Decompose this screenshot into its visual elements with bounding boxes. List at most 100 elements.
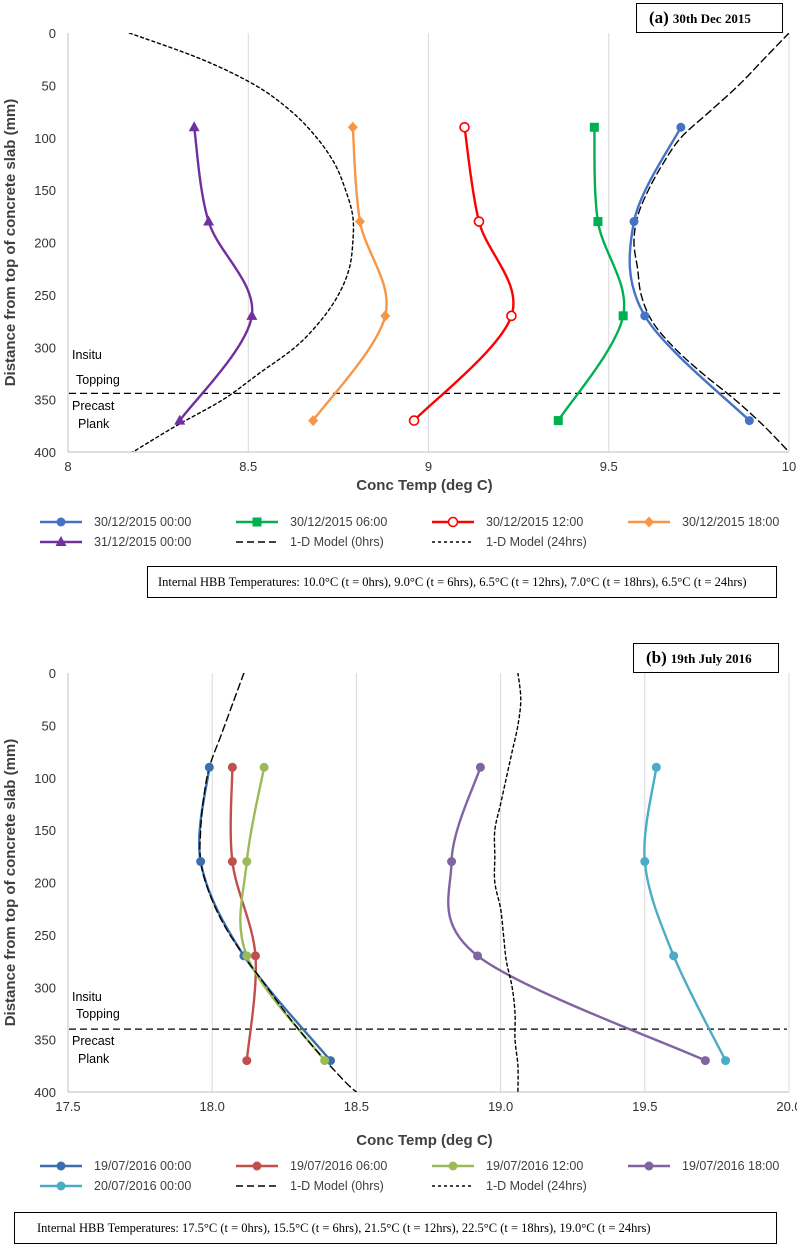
chart-a-y-tick-label: 400 xyxy=(34,445,56,460)
chart-a-legend-marker xyxy=(252,517,262,527)
chart-b-y-axis-title: Distance from top of concrete slab (mm) xyxy=(2,739,19,1027)
panel-a-label: (a) xyxy=(649,8,669,27)
chart-a-series-2-point xyxy=(473,216,485,227)
chart-b-series-3-point xyxy=(447,857,457,867)
chart-b-legend-marker xyxy=(56,1181,66,1191)
chart-a-series-3-point xyxy=(308,415,319,427)
chart-a-x-tick-label: 9.5 xyxy=(600,459,618,474)
chart-a-legend-label: 30/12/2015 06:00 xyxy=(290,515,387,529)
chart-a-series-0-point xyxy=(676,122,686,132)
chart-a-zone-label-lower: Precast xyxy=(72,399,115,413)
chart-b-legend-label: 19/07/2016 06:00 xyxy=(290,1159,387,1173)
chart-a-series-3-line xyxy=(311,126,388,422)
chart-a-zone-label-upper: Insitu xyxy=(72,348,102,362)
panel-b-label: (b) xyxy=(646,648,667,667)
panel-b-note-text: Internal HBB Temperatures: 17.5°C (t = 0… xyxy=(37,1221,651,1235)
chart-b-x-tick-label: 20.0 xyxy=(776,1099,797,1114)
chart-a-y-tick-label: 200 xyxy=(34,236,56,251)
chart-b-x-tick-label: 17.5 xyxy=(55,1099,80,1114)
chart-b-series-3-point xyxy=(475,762,485,772)
chart-b-series-3-point xyxy=(473,951,483,961)
chart-b-series-3-line xyxy=(447,766,707,1062)
chart-a-series-1-point xyxy=(593,217,603,227)
chart-b-zone-label-lower: Precast xyxy=(72,1034,115,1048)
chart-b-series-1-point xyxy=(242,1056,252,1066)
chart-b-legend-marker xyxy=(644,1161,654,1171)
chart-a-y-tick-label: 250 xyxy=(34,288,56,303)
chart-b-series-4-point xyxy=(640,857,650,867)
chart-b-series-3-point xyxy=(700,1056,710,1066)
chart-a-series-1-point xyxy=(589,122,599,132)
chart-a-series-3-point xyxy=(380,310,391,322)
chart-a-x-axis-title: Conc Temp (deg C) xyxy=(356,477,492,494)
chart-b-y-tick-label: 350 xyxy=(34,1033,56,1048)
chart-a-y-tick-label: 150 xyxy=(34,183,56,198)
chart-a-y-tick-label: 50 xyxy=(42,78,56,93)
chart-a-series-1-point xyxy=(553,416,563,426)
chart-b-y-tick-label: 0 xyxy=(49,666,56,681)
chart-b-x-tick-label: 19.0 xyxy=(488,1099,513,1114)
chart-b-y-tick-label: 200 xyxy=(34,876,56,891)
chart-b-y-tick-label: 150 xyxy=(34,823,56,838)
chart-a-series-2-point xyxy=(408,415,420,426)
chart-a-x-tick-label: 10 xyxy=(782,459,796,474)
chart-b-legend-label: 1-D Model (24hrs) xyxy=(486,1179,587,1193)
chart-b-legend-label: 1-D Model (0hrs) xyxy=(290,1179,384,1193)
chart-b-y-tick-label: 50 xyxy=(42,718,56,733)
chart-a-legend-marker xyxy=(55,536,67,546)
chart-a-series-4-point xyxy=(188,121,200,132)
chart-a-y-tick-label: 350 xyxy=(34,393,56,408)
chart-b-legend-marker xyxy=(252,1161,262,1171)
chart-a-legend-label: 30/12/2015 18:00 xyxy=(682,515,779,529)
chart-a-series-0-point xyxy=(744,416,754,426)
chart-a-x-tick-label: 8 xyxy=(64,459,71,474)
panel-b-note: Internal HBB Temperatures: 17.5°C (t = 0… xyxy=(14,1212,777,1244)
chart-a-series-2-point xyxy=(459,121,470,133)
chart-a-zone-label-upper: Topping xyxy=(76,373,120,387)
chart-a-series-1-line xyxy=(557,126,626,422)
chart-a-y-axis-title: Distance from top of concrete slab (mm) xyxy=(2,99,19,387)
chart-a-series-4-point xyxy=(203,215,215,226)
panel-a-note-text: Internal HBB Temperatures: 10.0°C (t = 0… xyxy=(158,575,747,589)
chart-b-x-tick-label: 18.5 xyxy=(344,1099,369,1114)
chart-a-zone-label-lower: Plank xyxy=(78,417,110,431)
chart-a-series-1-point xyxy=(618,311,628,321)
chart-b-legend-label: 19/07/2016 18:00 xyxy=(682,1159,779,1173)
chart-b-series-1-point xyxy=(250,951,260,961)
chart-b-series-2-point xyxy=(242,857,252,867)
chart-b-y-tick-label: 300 xyxy=(34,980,56,995)
chart-b-series-1-line xyxy=(229,766,258,1062)
chart-b-zone-label-upper: Topping xyxy=(76,1007,120,1021)
chart-a-series-2-line xyxy=(412,126,515,422)
chart-b-y-tick-label: 250 xyxy=(34,928,56,943)
panel-a-note: Internal HBB Temperatures: 10.0°C (t = 0… xyxy=(147,566,777,598)
chart-b-zone-label-lower: Plank xyxy=(78,1052,110,1066)
chart-a-legend-label: 1-D Model (0hrs) xyxy=(290,535,384,549)
chart-a-series-4-line xyxy=(178,126,254,422)
chart-b-legend-label: 19/07/2016 12:00 xyxy=(486,1159,583,1173)
chart-b xyxy=(40,673,790,1188)
chart-b-y-tick-label: 100 xyxy=(34,771,56,786)
chart-b-series-2-point xyxy=(320,1056,330,1066)
chart-b-series-0-point xyxy=(204,762,214,772)
chart-a-legend-label: 30/12/2015 00:00 xyxy=(94,515,191,529)
chart-a-y-tick-label: 100 xyxy=(34,131,56,146)
chart-a-legend-label: 31/12/2015 00:00 xyxy=(94,535,191,549)
chart-a-x-tick-label: 8.5 xyxy=(239,459,257,474)
chart-b-series-1-point xyxy=(227,762,237,772)
chart-b-x-axis-title: Conc Temp (deg C) xyxy=(356,1132,492,1149)
chart-a-model-5-line xyxy=(633,33,789,452)
chart-a-y-tick-label: 0 xyxy=(49,26,56,41)
chart-b-series-1-point xyxy=(227,857,237,867)
chart-a-series-0-point xyxy=(640,311,650,321)
chart-a-model-6-line xyxy=(128,33,355,452)
chart-a-legend-marker xyxy=(644,516,654,528)
chart-a-series-4-point xyxy=(246,309,258,320)
chart-a-legend-marker xyxy=(56,517,66,527)
chart-a-series-2-point xyxy=(506,310,517,322)
chart-a-series-3-point xyxy=(355,216,366,228)
chart-b-legend-marker xyxy=(448,1161,458,1171)
chart-a-series-0-point xyxy=(629,217,639,227)
chart-b-series-0-line xyxy=(198,766,332,1062)
